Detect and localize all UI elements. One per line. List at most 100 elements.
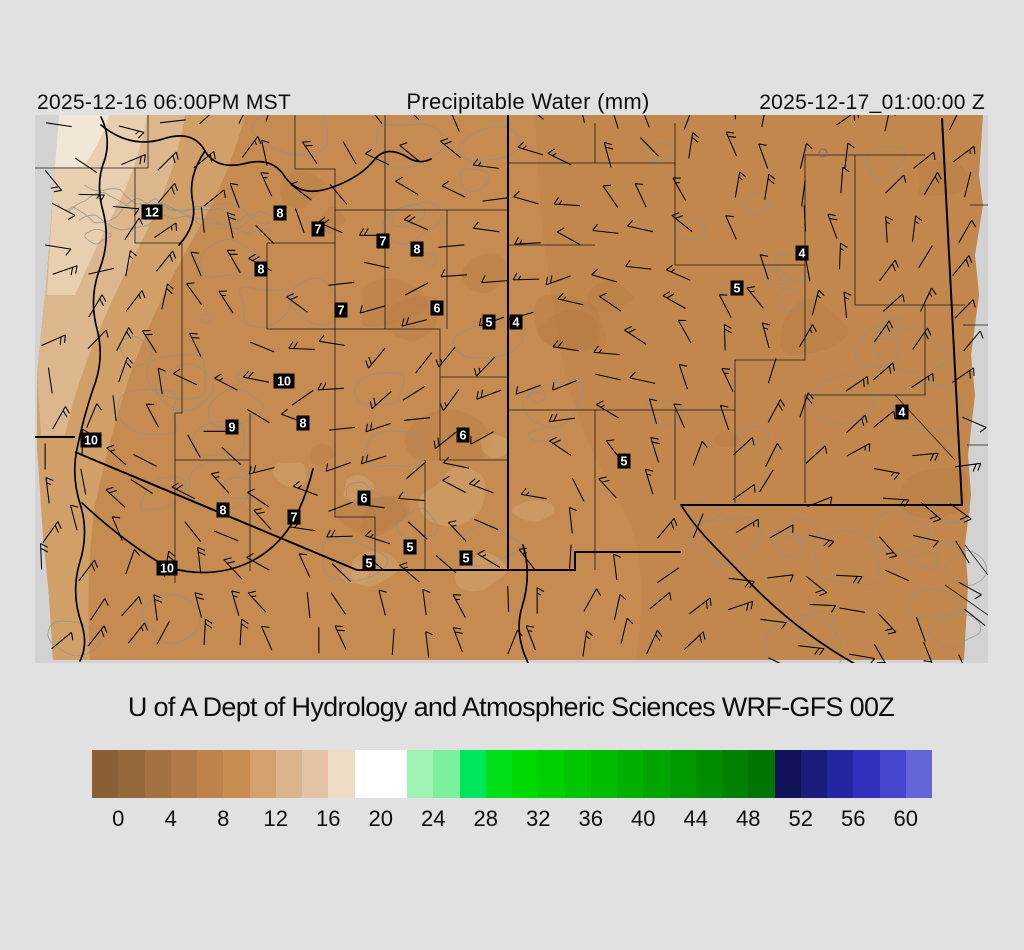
wind-barb — [568, 544, 572, 571]
field-mottle-dark — [360, 496, 410, 532]
wind-barb — [525, 625, 536, 651]
wind-barb — [963, 330, 984, 352]
colorbar-segment — [617, 750, 644, 798]
wind-barb — [435, 555, 457, 573]
wind-barb — [41, 334, 66, 346]
pw-shade-nw-pale-3 — [55, 115, 109, 167]
station-value-box — [225, 419, 239, 435]
wind-barb — [798, 324, 817, 348]
wind-barb — [69, 504, 79, 531]
wind-barb — [363, 261, 390, 269]
wind-barb — [399, 562, 420, 583]
wind-barb — [438, 244, 465, 248]
wind-barb — [518, 547, 536, 571]
wind-barb — [45, 244, 72, 256]
wind-barb — [329, 184, 348, 205]
colorbar-segment — [695, 750, 722, 798]
wind-barb — [807, 496, 833, 507]
wind-barb — [452, 594, 466, 618]
wind-barb — [758, 143, 769, 169]
wind-barb — [391, 628, 395, 655]
wind-barb — [156, 621, 170, 645]
wind-barb — [873, 467, 900, 480]
colorbar-tick-labels: 0 4 8 12 16 20 24 28 32 36 40 44 48 52 56 60 — [0, 806, 1024, 836]
wind-barb — [644, 468, 654, 495]
wind-barb — [405, 461, 427, 480]
station-value-label: 12 — [145, 206, 159, 220]
wind-barb — [90, 598, 109, 621]
terrain-contour — [236, 370, 251, 382]
wind-barb — [111, 516, 123, 541]
wind-barb — [365, 347, 386, 369]
station-value-box — [456, 427, 470, 443]
station-value-box — [334, 302, 348, 318]
terrain-contour — [866, 145, 906, 182]
wind-barb — [582, 630, 594, 657]
wind-barb — [440, 138, 461, 159]
wind-barb — [203, 618, 213, 646]
wind-barb — [328, 501, 353, 512]
terrain-contour — [458, 524, 523, 567]
wind-barb — [723, 324, 732, 351]
wind-barb — [88, 267, 114, 275]
terrain-contour — [458, 126, 520, 162]
colorbar-tick-label: 32 — [526, 806, 551, 831]
station-value-box — [362, 555, 376, 571]
county-line — [805, 305, 926, 396]
wind-barb — [689, 597, 712, 615]
station-value-box — [156, 560, 178, 576]
wind-barb — [239, 618, 249, 646]
state-border — [681, 117, 964, 506]
wind-barb — [124, 217, 144, 240]
wind-barb — [403, 214, 429, 231]
wind-barb — [425, 631, 434, 658]
wind-barb — [806, 575, 828, 597]
field-mottle-dark — [404, 409, 491, 461]
field-mottle-dark — [534, 294, 607, 352]
field-mottle-dark — [538, 309, 598, 349]
wind-barb — [452, 627, 463, 653]
county-line — [964, 544, 989, 576]
terrain-contour — [774, 253, 810, 283]
field-mottle-dark — [318, 206, 346, 234]
wind-barb — [552, 380, 578, 391]
wind-barb — [923, 172, 942, 195]
wind-barb — [512, 272, 540, 281]
wind-barb — [805, 445, 828, 464]
wind-barb — [759, 254, 769, 280]
wind-barb — [671, 212, 693, 233]
station-value-box — [795, 245, 809, 261]
wind-barb — [364, 530, 391, 545]
colorbar-segment — [748, 750, 775, 798]
colorbar-tick-label: 8 — [217, 806, 230, 831]
field-mottle-dark — [361, 279, 428, 328]
wind-barb — [422, 588, 431, 616]
wind-barb — [74, 157, 98, 174]
wind-barb — [334, 625, 347, 650]
wind-barb — [173, 368, 198, 386]
wind-barb — [677, 319, 692, 344]
wind-barb — [157, 151, 179, 171]
terrain-contour — [871, 510, 930, 554]
wind-barb — [767, 574, 794, 583]
valid-time-utc: 2025-12-17_01:00:00 Z — [759, 91, 985, 114]
wind-barb — [612, 553, 622, 580]
wind-barb — [328, 426, 355, 431]
wind-barb — [241, 136, 262, 158]
wind-barb — [365, 422, 391, 433]
terrain-contour — [345, 481, 385, 507]
wind-barb — [255, 225, 275, 245]
station-value-box — [459, 550, 473, 566]
colorbar-segment — [275, 750, 302, 798]
wind-barb — [913, 151, 936, 169]
wind-barb — [545, 275, 571, 286]
wind-barb — [721, 367, 734, 393]
terrain-contour — [908, 551, 939, 570]
wind-barb — [473, 356, 495, 377]
wind-barb — [620, 617, 634, 644]
station-value-label: 8 — [258, 263, 265, 277]
wind-barb — [513, 190, 539, 205]
wind-barb — [809, 603, 837, 613]
station-value-label: 4 — [799, 247, 806, 261]
